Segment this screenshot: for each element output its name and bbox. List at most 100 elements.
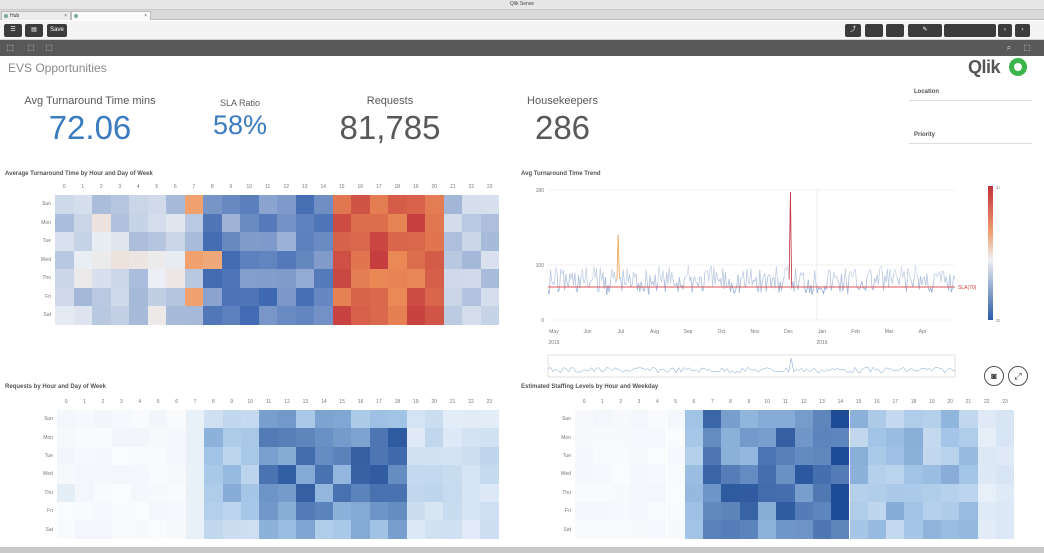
heatmap-cell[interactable]: [55, 287, 74, 306]
heatmap-cell[interactable]: [480, 410, 499, 429]
heatmap-cell[interactable]: [147, 232, 166, 251]
heatmap-cell[interactable]: [129, 287, 148, 306]
tab-hub[interactable]: Hub ×: [1, 11, 71, 20]
heatmap-cell[interactable]: [112, 465, 131, 484]
tab-app[interactable]: ×: [71, 11, 151, 20]
heatmap-cell[interactable]: [351, 502, 370, 521]
heatmap-cell[interactable]: [480, 520, 499, 539]
heatmap-cell[interactable]: [443, 306, 462, 325]
heatmap-cell[interactable]: [55, 250, 74, 269]
heatmap-cell[interactable]: [92, 195, 111, 214]
heatmap-cell[interactable]: [611, 520, 630, 539]
heatmap-cell[interactable]: [611, 502, 630, 521]
heatmap-cell[interactable]: [92, 213, 111, 232]
heatmap-cell[interactable]: [611, 483, 630, 502]
heatmap-cell[interactable]: [611, 465, 630, 484]
heatmap-cell[interactable]: [167, 483, 186, 502]
heatmap-cell[interactable]: [221, 306, 240, 325]
heatmap-cell[interactable]: [240, 287, 259, 306]
heatmap-cell[interactable]: [758, 483, 777, 502]
heatmap-cell[interactable]: [314, 269, 333, 288]
heatmap-cell[interactable]: [462, 232, 481, 251]
heatmap-cell[interactable]: [831, 410, 850, 429]
heatmap-cell[interactable]: [406, 195, 425, 214]
heatmap-cell[interactable]: [55, 269, 74, 288]
heatmap-cell[interactable]: [575, 428, 594, 447]
heatmap-cell[interactable]: [222, 410, 241, 429]
heatmap-cell[interactable]: [886, 502, 905, 521]
heatmap-cell[interactable]: [703, 428, 722, 447]
heatmap-cell[interactable]: [721, 446, 740, 466]
heatmap-cell[interactable]: [388, 195, 407, 214]
heatmap-cell[interactable]: [629, 446, 649, 466]
heatmap-cell[interactable]: [480, 446, 499, 466]
heatmap-cell[interactable]: [812, 410, 832, 429]
heatmap-cell[interactable]: [240, 213, 259, 232]
heatmap-cell[interactable]: [886, 483, 905, 502]
heatmap-cell[interactable]: [296, 483, 315, 502]
heatmap-cell[interactable]: [258, 232, 277, 251]
heatmap-cell[interactable]: [333, 410, 352, 429]
heatmap-cell[interactable]: [831, 446, 850, 466]
heatmap-cell[interactable]: [277, 213, 296, 232]
heatmap-cell[interactable]: [185, 483, 205, 502]
heatmap-cell[interactable]: [575, 520, 594, 539]
heatmap-cell[interactable]: [351, 483, 370, 502]
heatmap-cell[interactable]: [203, 287, 222, 306]
heatmap-cell[interactable]: [977, 520, 996, 539]
heatmap-cell[interactable]: [112, 410, 131, 429]
heatmap-cell[interactable]: [831, 483, 850, 502]
heatmap-cell[interactable]: [480, 195, 499, 214]
heatmap-cell[interactable]: [351, 269, 370, 288]
heatmap-cell[interactable]: [684, 428, 704, 447]
heatmap-cell[interactable]: [130, 428, 149, 447]
heatmap-cell[interactable]: [443, 410, 462, 429]
heatmap-cell[interactable]: [369, 287, 388, 306]
sheet-selector[interactable]: [944, 24, 996, 37]
heatmap-cell[interactable]: [461, 502, 481, 521]
heatmap-cell[interactable]: [295, 195, 314, 214]
heatmap-cell[interactable]: [593, 428, 612, 447]
kpi-sla-ratio[interactable]: SLA Ratio 58%: [195, 98, 285, 141]
heatmap-cell[interactable]: [739, 502, 758, 521]
heatmap-cell[interactable]: [296, 428, 315, 447]
heatmap-cell[interactable]: [203, 232, 222, 251]
heatmap-cell[interactable]: [351, 520, 370, 539]
heatmap-cell[interactable]: [129, 195, 148, 214]
heatmap-cell[interactable]: [240, 250, 259, 269]
heatmap-cell[interactable]: [333, 483, 352, 502]
heatmap-cell[interactable]: [425, 195, 444, 214]
heatmap-cell[interactable]: [776, 410, 795, 429]
heatmap-cell[interactable]: [166, 232, 185, 251]
heatmap-cell[interactable]: [480, 287, 499, 306]
heatmap-cell[interactable]: [184, 213, 203, 232]
heatmap-cell[interactable]: [812, 502, 832, 521]
heatmap-cell[interactable]: [222, 428, 241, 447]
heatmap-cell[interactable]: [406, 520, 425, 539]
heatmap-cell[interactable]: [277, 306, 296, 325]
heatmap-cell[interactable]: [147, 195, 166, 214]
heatmap-cell[interactable]: [406, 250, 425, 269]
heatmap-cell[interactable]: [684, 483, 704, 502]
heatmap-cell[interactable]: [110, 269, 129, 288]
heatmap-cell[interactable]: [388, 428, 407, 447]
heatmap-cell[interactable]: [130, 483, 149, 502]
heatmap-cell[interactable]: [480, 502, 499, 521]
heatmap-cell[interactable]: [203, 250, 222, 269]
heatmap-cell[interactable]: [57, 410, 76, 429]
heatmap-cell[interactable]: [666, 446, 685, 466]
heatmap-cell[interactable]: [258, 213, 277, 232]
heatmap-cell[interactable]: [241, 483, 260, 502]
heatmap-cell[interactable]: [185, 446, 205, 466]
heatmap-cell[interactable]: [977, 502, 996, 521]
heatmap-cell[interactable]: [221, 213, 240, 232]
heatmap-cell[interactable]: [739, 446, 758, 466]
heatmap-cell[interactable]: [886, 446, 905, 466]
heatmap-cell[interactable]: [277, 287, 296, 306]
heatmap-cell[interactable]: [721, 410, 740, 429]
heatmap-cell[interactable]: [388, 465, 407, 484]
heatmap-cell[interactable]: [794, 502, 813, 521]
heatmap-cell[interactable]: [73, 232, 92, 251]
heatmap-cell[interactable]: [184, 306, 203, 325]
heatmap-cell[interactable]: [314, 428, 333, 447]
